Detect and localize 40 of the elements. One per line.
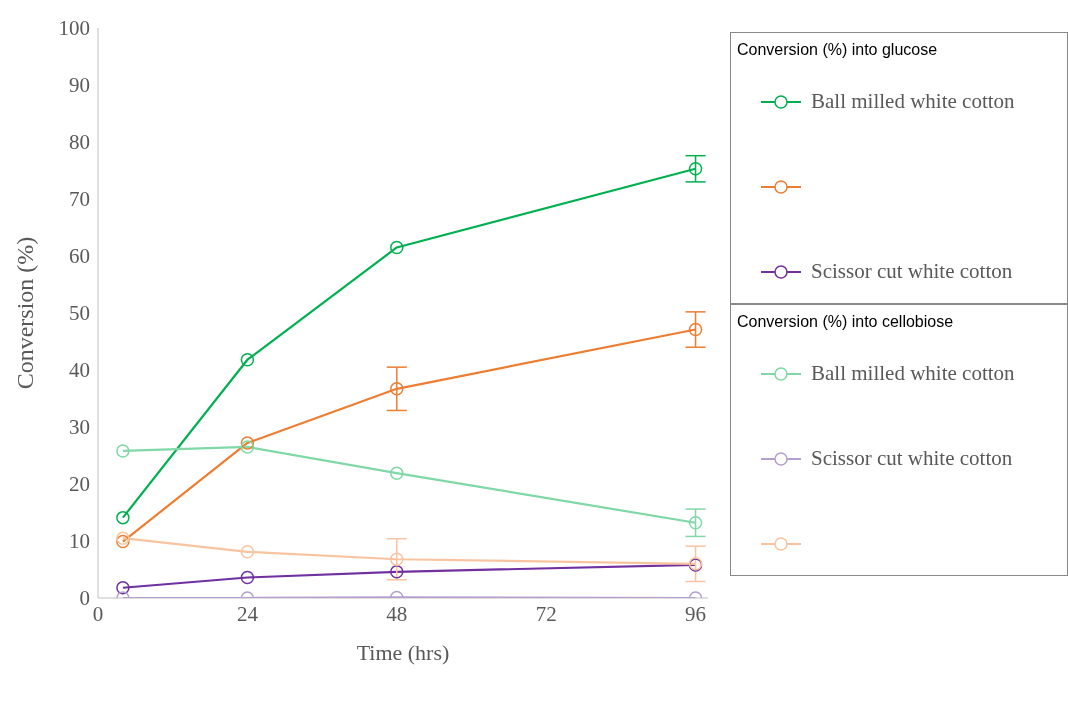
y-tick-label: 70 bbox=[69, 187, 90, 212]
point bbox=[390, 240, 404, 255]
point bbox=[688, 516, 703, 530]
point bbox=[116, 534, 130, 549]
y-tick-label: 100 bbox=[58, 16, 90, 41]
point bbox=[240, 352, 255, 367]
point bbox=[390, 466, 404, 480]
legend-label: Scissor cut white cotton bbox=[811, 259, 1013, 284]
point bbox=[116, 580, 130, 595]
x-tick-label: 24 bbox=[236, 601, 259, 626]
point bbox=[688, 322, 703, 337]
point bbox=[116, 531, 130, 545]
x-tick-label: 48 bbox=[386, 601, 408, 626]
point bbox=[116, 444, 130, 458]
y-tick-label: 80 bbox=[69, 130, 90, 155]
x-tick-label: 96 bbox=[685, 601, 707, 626]
point bbox=[688, 162, 703, 176]
point bbox=[240, 570, 255, 585]
point bbox=[390, 382, 404, 396]
point bbox=[116, 510, 130, 525]
point bbox=[240, 440, 255, 454]
legend-label: Ball milled white cotton bbox=[811, 89, 1015, 114]
y-tick-label: 10 bbox=[69, 529, 90, 554]
point bbox=[390, 552, 404, 566]
y-tick-label: 90 bbox=[69, 73, 90, 98]
legend-label: Ball milled white cotton bbox=[811, 361, 1015, 386]
point bbox=[240, 436, 255, 450]
y-tick-label: 50 bbox=[69, 301, 90, 326]
x-axis-title: Time (hrs) bbox=[356, 640, 450, 665]
point bbox=[240, 545, 255, 559]
y-tick-label: 60 bbox=[69, 244, 90, 269]
text: Conversion (%) into cellobiose bbox=[737, 313, 955, 331]
x-tick-label: 72 bbox=[535, 601, 557, 626]
legend-title: Conversion (%) into glucose bbox=[737, 41, 939, 59]
point bbox=[390, 565, 404, 579]
y-axis-title: Conversion (%) bbox=[11, 236, 38, 390]
legend-label: Scissor cut white cotton bbox=[811, 446, 1013, 471]
y-tick-label: 20 bbox=[69, 472, 90, 497]
y-tick-label: 40 bbox=[69, 358, 90, 383]
y-tick-label: 30 bbox=[69, 415, 90, 440]
